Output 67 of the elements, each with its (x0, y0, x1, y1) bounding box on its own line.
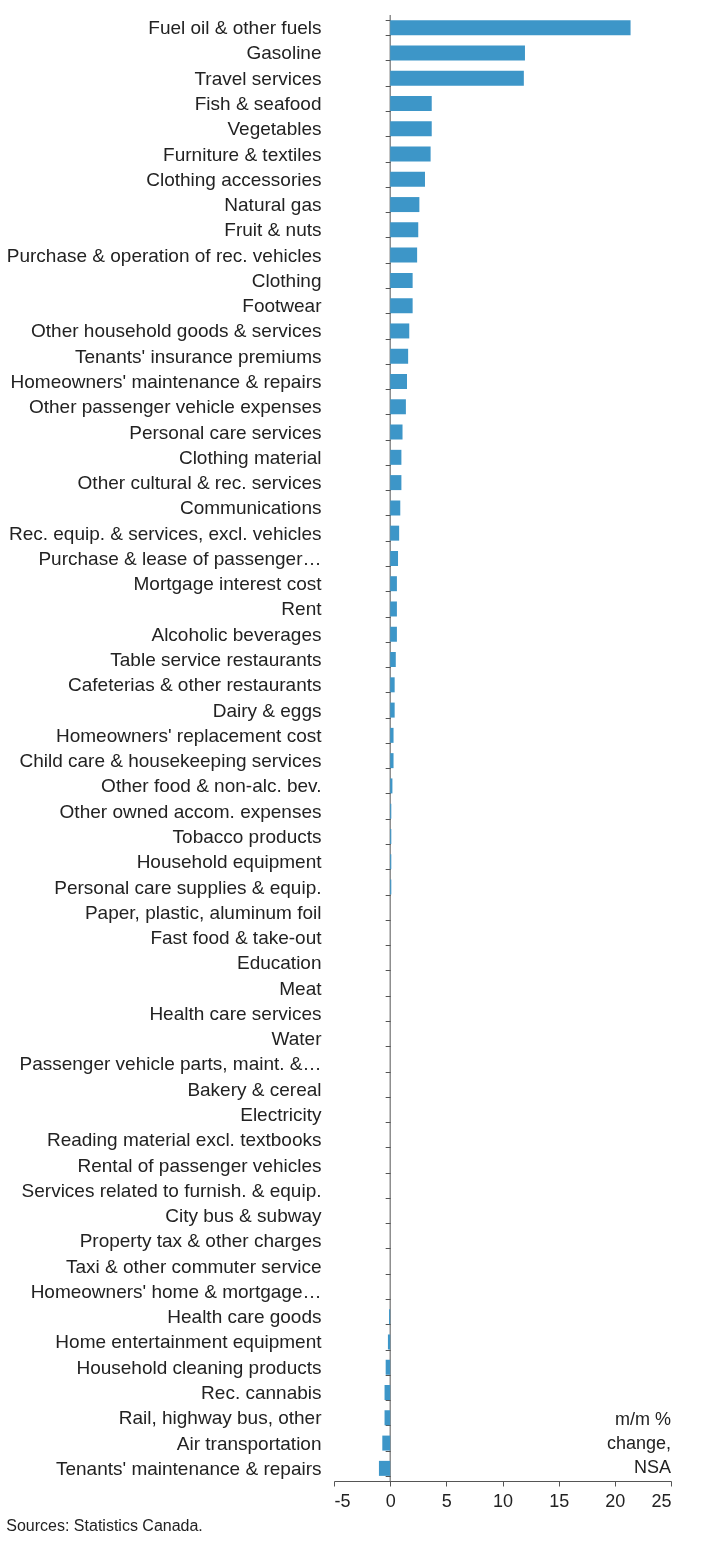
y-tick-label: Footwear (242, 295, 323, 317)
y-tick-label: Other household goods & services (31, 320, 322, 342)
y-tick-label: Electricity (240, 1104, 322, 1125)
y-tick-label: Communications (180, 497, 322, 519)
y-tick-label: Clothing accessories (146, 168, 322, 190)
y-tick-label: Rail, highway bus, other (118, 1407, 323, 1429)
y-tick-label: Personal care supplies & equip. (54, 876, 322, 898)
y-tick-label: Homeowners' maintenance & repairs (10, 371, 322, 392)
y-tick-label: Gasoline (246, 42, 322, 64)
y-tick-label: Reading material excl. textbooks (46, 1129, 322, 1151)
x-tick-label: -5 (334, 1490, 351, 1511)
y-tick-label: Meat (279, 977, 323, 999)
y-tick-label: Alcoholic beverages (151, 623, 322, 645)
y-tick-label: Tobacco products (172, 825, 322, 847)
y-tick-label: Services related to furnish. & equip. (21, 1179, 322, 1201)
y-tick-label: Homeowners' home & mortgage… (30, 1280, 322, 1302)
x-tick-label: 25 (651, 1490, 672, 1511)
y-tick-label: Air transportation (176, 1432, 322, 1454)
y-tick-label: Bakery & cereal (187, 1078, 322, 1100)
y-tick-label: Water (271, 1028, 323, 1050)
y-tick-label: Clothing (251, 269, 322, 291)
y-tick-label: Clothing material (178, 446, 322, 468)
y-tick-label: Travel services (194, 67, 322, 89)
y-tick-label: Purchase & operation of rec. vehicles (6, 244, 322, 266)
y-tick-label: Fish & seafood (194, 92, 322, 114)
x-tick-label: 10 (492, 1490, 514, 1511)
y-tick-label: City bus & subway (165, 1205, 322, 1227)
y-tick-label: Purchase & lease of passenger… (38, 547, 322, 569)
y-tick-label: Homeowners' replacement cost (55, 724, 323, 746)
y-tick-label: Rent (281, 598, 323, 620)
y-tick-label: Rec. equip. & services, excl. vehicles (8, 522, 322, 544)
y-tick-label: Property tax & other charges (79, 1230, 322, 1252)
y-tick-label: Household cleaning products (76, 1356, 322, 1378)
y-tick-label: Dairy & eggs (212, 699, 322, 721)
y-tick-label: Natural gas (224, 194, 322, 216)
y-tick-label: Personal care services (129, 421, 322, 443)
x-tick-label: 15 (549, 1490, 570, 1511)
y-tick-label: Taxi & other commuter service (65, 1255, 322, 1277)
y-tick-label: Other owned accom. expenses (59, 800, 322, 822)
y-tick-label: Health care goods (167, 1306, 322, 1328)
y-tick-label: Table service restaurants (110, 649, 322, 671)
y-tick-label: Household equipment (136, 851, 323, 873)
x-axis-title: m/m % change, NSA (606, 1409, 671, 1477)
x-tick-label: 20 (605, 1490, 626, 1511)
y-tick-label: Fast food & take-out (150, 927, 323, 949)
y-tick-label: Other cultural & rec. services (77, 472, 322, 494)
y-tick-label: Furniture & textiles (163, 143, 322, 165)
y-tick-label: Health care services (149, 1002, 322, 1024)
y-tick-label: Tenants' maintenance & repairs (55, 1457, 322, 1479)
y-tick-label: Cafeterias & other restaurants (68, 674, 322, 696)
y-tick-label: Paper, plastic, aluminum foil (84, 901, 322, 923)
y-tick-label: Tenants' insurance premiums (74, 345, 322, 367)
y-tick-label: Fuel oil & other fuels (148, 17, 322, 39)
y-tick-label: Vegetables (227, 118, 322, 140)
x-tick-label: 5 (441, 1490, 452, 1511)
y-tick-label: Education (236, 952, 322, 974)
y-tick-label: Passenger vehicle parts, maint. &… (19, 1053, 322, 1075)
y-tick-label: Other food & non-alc. bev. (101, 775, 322, 797)
y-tick-label: Fruit & nuts (224, 219, 322, 241)
y-tick-label: Child care & housekeeping services (19, 750, 322, 772)
y-tick-label: Other passenger vehicle expenses (28, 396, 322, 418)
y-tick-label: Rental of passenger vehicles (77, 1154, 322, 1176)
y-tick-label: Home entertainment equipment (55, 1331, 323, 1353)
x-tick-label: 0 (385, 1490, 396, 1511)
y-tick-label: Mortgage interest cost (133, 573, 323, 595)
y-tick-label: Rec. cannabis (201, 1382, 322, 1404)
source-note: Sources: Statistics Canada. (6, 1517, 203, 1534)
